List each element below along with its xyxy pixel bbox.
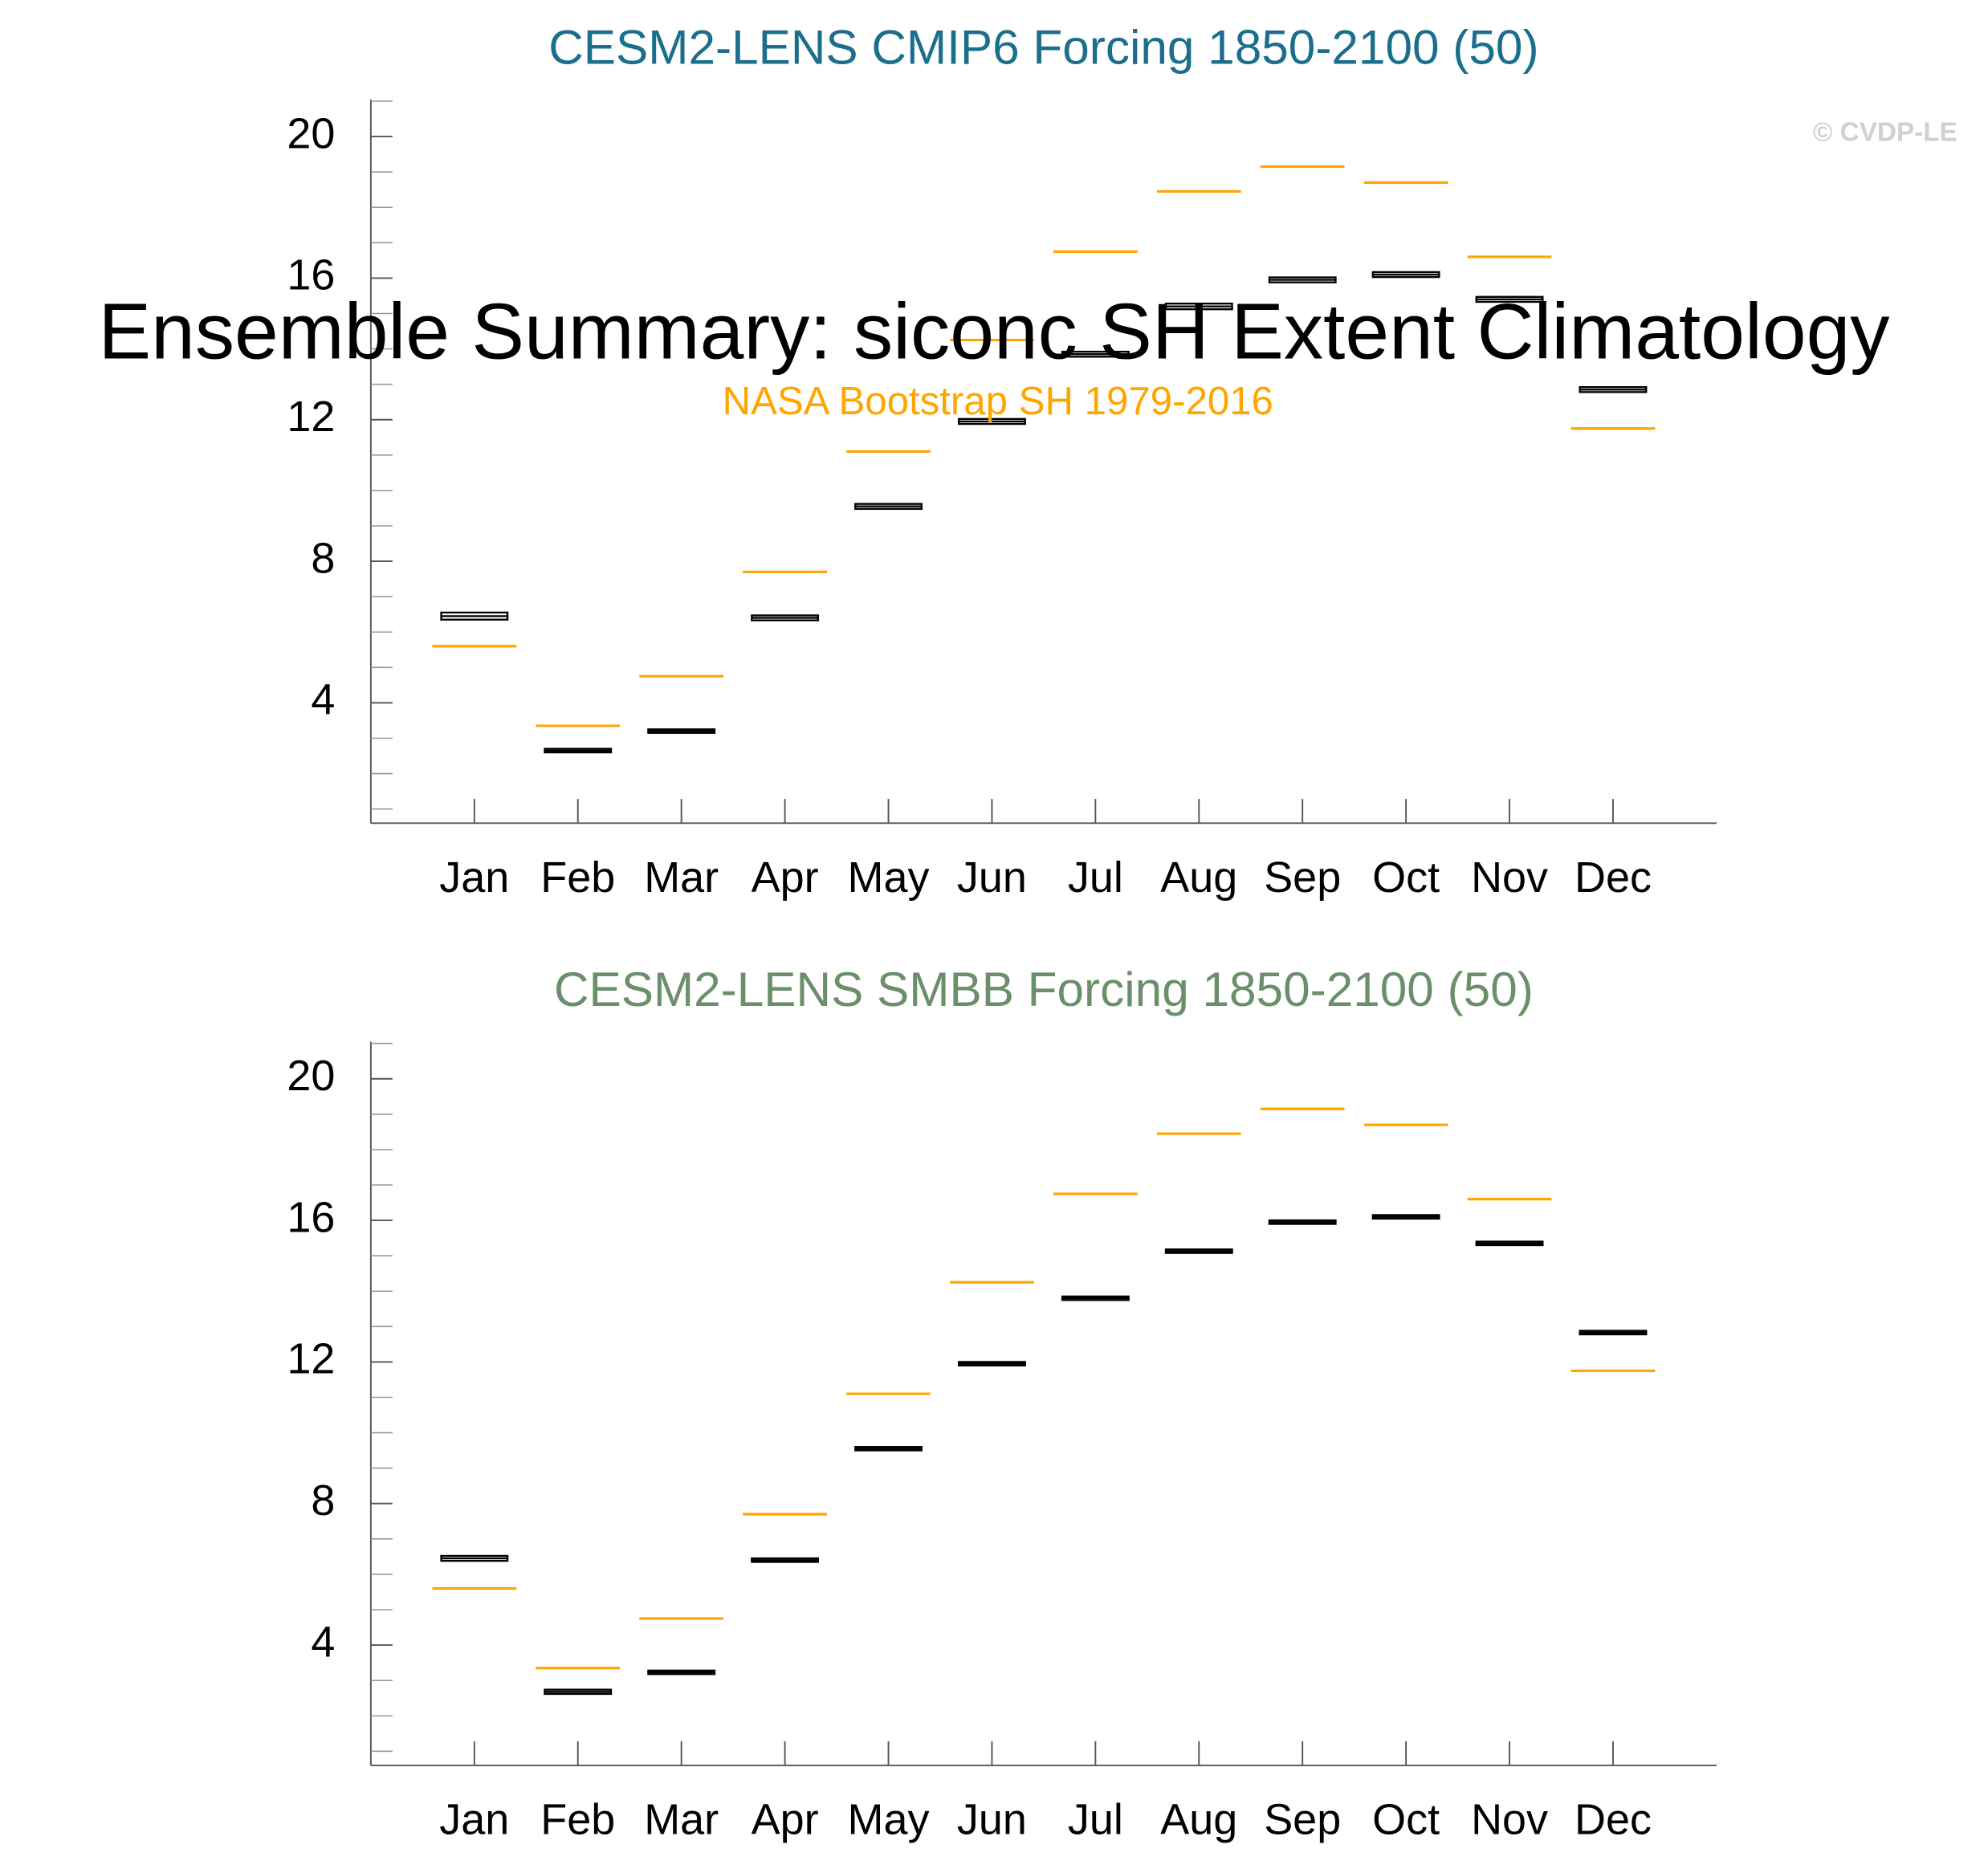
x-tick-label: Jun: [957, 853, 1027, 902]
x-tick-label: Jul: [1068, 853, 1123, 902]
x-tick-label: Jan: [439, 853, 509, 902]
x-tick-label: Mar: [644, 1796, 719, 1844]
x-tick-label: Sep: [1264, 853, 1341, 902]
watermark: © CVDP-LE: [1813, 117, 1957, 147]
y-tick-label: 4: [311, 676, 335, 724]
x-tick-label: Dec: [1575, 1796, 1652, 1844]
x-tick-label: Jul: [1068, 1796, 1123, 1844]
x-tick-label: Feb: [540, 853, 615, 902]
x-tick-label: Feb: [540, 1796, 615, 1844]
figure-subtitle: NASA Bootstrap SH 1979-2016: [723, 379, 1273, 423]
x-tick-label: Apr: [752, 1796, 819, 1844]
x-tick-label: Dec: [1575, 853, 1652, 902]
x-tick-label: Jan: [439, 1796, 509, 1844]
panel-title: CESM2-LENS SMBB Forcing 1850-2100 (50): [554, 962, 1534, 1016]
x-tick-label: May: [848, 1796, 930, 1844]
x-tick-label: Aug: [1160, 853, 1237, 902]
x-tick-label: Sep: [1264, 1796, 1341, 1844]
panels: CESM2-LENS CMIP6 Forcing 1850-2100 (50) 4…: [287, 19, 1717, 1844]
x-tick-label: Oct: [1372, 853, 1440, 902]
x-tick-label: Apr: [752, 853, 819, 902]
y-tick-label: 12: [287, 393, 335, 441]
y-tick-label: 16: [287, 1193, 335, 1241]
panel: CESM2-LENS SMBB Forcing 1850-2100 (50) 4 8…: [287, 962, 1717, 1844]
y-tick-label: 4: [311, 1618, 335, 1666]
x-tick-label: Nov: [1471, 853, 1548, 902]
y-tick-label: 20: [287, 109, 335, 157]
x-tick-label: May: [848, 853, 930, 902]
panel-title: CESM2-LENS CMIP6 Forcing 1850-2100 (50): [548, 19, 1538, 74]
x-tick-label: Aug: [1160, 1796, 1237, 1844]
figure-title: Ensemble Summary: siconc SH Extent Clima…: [99, 287, 1890, 376]
x-tick-label: Nov: [1471, 1796, 1548, 1844]
panel: CESM2-LENS CMIP6 Forcing 1850-2100 (50) 4…: [287, 19, 1717, 902]
y-tick-label: 20: [287, 1052, 335, 1100]
y-tick-label: 8: [311, 534, 335, 582]
x-tick-label: Mar: [644, 853, 719, 902]
y-tick-label: 12: [287, 1335, 335, 1383]
x-tick-label: Oct: [1372, 1796, 1440, 1844]
x-tick-label: Jun: [957, 1796, 1027, 1844]
y-tick-label: 8: [311, 1476, 335, 1525]
y-tick-label: 16: [287, 251, 335, 299]
